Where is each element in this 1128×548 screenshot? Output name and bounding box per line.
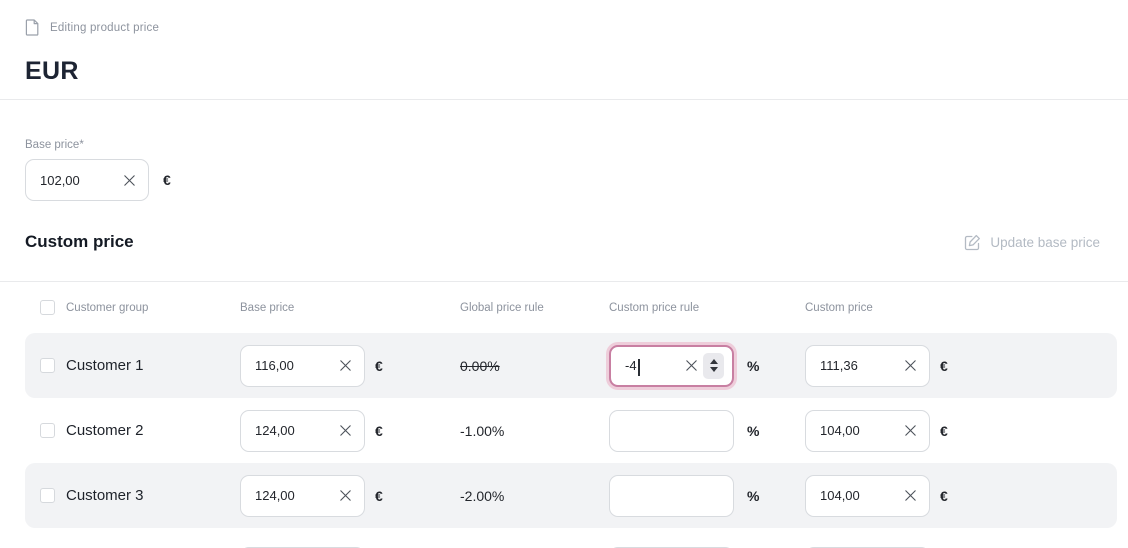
number-stepper[interactable] [703,352,724,379]
col-global-price-rule: Global price rule [460,301,544,314]
row-checkbox[interactable] [40,423,55,438]
clear-icon[interactable] [119,174,136,187]
section-title: Custom price [25,232,134,251]
base-price-field[interactable] [240,409,365,452]
custom-price-field[interactable] [805,409,930,452]
global-price-rule-value: -2.00% [460,487,505,504]
stepper-down-icon[interactable] [709,367,718,372]
base-price-field[interactable] [240,474,365,517]
row-checkbox[interactable] [40,488,55,503]
breadcrumb-label: Editing product price [50,21,160,34]
euro-symbol: € [163,172,171,188]
customer-group-name: Customer 3 [66,487,144,504]
update-base-price-label: Update base price [990,234,1100,250]
custom-price-field[interactable] [805,344,930,387]
clear-icon[interactable] [900,489,917,502]
base-price-input[interactable] [255,488,335,503]
base-price-field[interactable] [25,159,149,201]
table-row: Customer 3 € -2.00% % € [25,463,1117,528]
euro-symbol: € [940,487,948,504]
table-row-partial [25,535,1117,548]
global-price-rule-value: -1.00% [460,422,505,439]
customer-group-name: Customer 1 [66,357,144,374]
update-base-price-button[interactable]: Update base price [964,234,1100,251]
percent-symbol: % [747,357,760,374]
euro-symbol: € [940,422,948,439]
divider [0,99,1128,100]
base-price-field[interactable] [240,344,365,387]
custom-price-rule-input[interactable] [624,488,721,503]
custom-price-rule-field[interactable] [609,344,734,387]
base-price-input[interactable] [40,172,119,188]
clear-icon[interactable] [900,359,917,372]
divider [0,281,1128,282]
euro-symbol: € [375,422,383,439]
clear-icon[interactable] [335,359,352,372]
edit-icon [964,234,981,251]
euro-symbol: € [375,357,383,374]
custom-price-field[interactable] [805,474,930,517]
breadcrumb: Editing product price [0,0,1128,36]
select-all-checkbox[interactable] [40,300,55,315]
text-caret [638,358,640,376]
col-customer-group: Customer group [66,301,149,314]
custom-price-rule-input[interactable] [624,423,721,438]
col-custom-price: Custom price [805,301,873,314]
custom-price-input[interactable] [820,358,900,373]
customer-group-name: Customer 2 [66,422,144,439]
custom-price-rule-input[interactable] [625,358,681,373]
base-price-input[interactable] [255,358,335,373]
stepper-up-icon[interactable] [709,359,718,364]
custom-price-rule-field[interactable] [609,409,734,452]
col-custom-price-rule: Custom price rule [609,301,700,314]
custom-price-rule-field[interactable] [609,474,734,517]
document-icon [25,19,40,36]
euro-symbol: € [375,487,383,504]
base-price-label: Base price* [25,139,84,151]
custom-price-input[interactable] [820,488,900,503]
global-price-rule-value: 0.00% [460,357,500,374]
euro-symbol: € [940,357,948,374]
clear-icon[interactable] [681,359,698,372]
col-base-price: Base price [240,301,295,314]
table-header-row: Customer group Base price Global price r… [25,282,1117,333]
clear-icon[interactable] [335,489,352,502]
row-checkbox[interactable] [40,358,55,373]
percent-symbol: % [747,422,760,439]
page-title: EUR [25,57,79,85]
base-price-input[interactable] [255,423,335,438]
table-row: Customer 1 € 0.00% % [25,333,1117,398]
custom-price-input[interactable] [820,423,900,438]
table-row: Customer 2 € -1.00% % € [25,398,1117,463]
clear-icon[interactable] [335,424,352,437]
clear-icon[interactable] [900,424,917,437]
percent-symbol: % [747,487,760,504]
